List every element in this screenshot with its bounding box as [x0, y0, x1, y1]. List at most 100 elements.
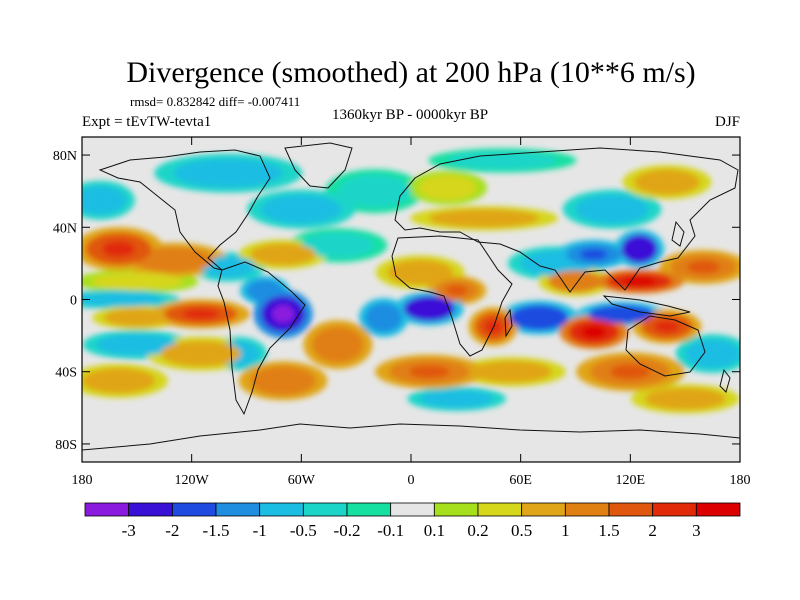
field-core [102, 240, 136, 258]
colorbar-swatch [652, 502, 697, 517]
y-tick-label: 0 [70, 294, 77, 309]
stats-text: rmsd= 0.832842 diff= -0.007411 [130, 94, 300, 109]
field-core [604, 309, 638, 319]
colorbar-label: 2 [648, 521, 657, 540]
field-anomaly [160, 341, 242, 367]
y-tick-label: 80N [53, 149, 77, 164]
map-plot-area [82, 137, 740, 462]
field-anomaly [633, 169, 700, 195]
field-anomaly [418, 174, 477, 201]
y-tick-label: 80S [55, 438, 77, 453]
colorbar-swatch [477, 502, 523, 517]
x-tick-label: 180 [72, 473, 93, 488]
field-anomaly [250, 366, 316, 396]
field-anomaly [429, 209, 539, 228]
colorbar-label: -1.5 [203, 521, 230, 540]
colorbar-swatch [521, 502, 566, 517]
field-core [580, 325, 607, 339]
field-core [445, 285, 468, 296]
map-axes: 180 120W 60W 0 60E 120E 180 80N 40N 0 40S 80S [53, 137, 751, 488]
colorbar-swatch [433, 502, 479, 517]
coastline-north-america [98, 149, 271, 271]
colorbar-label: -1 [253, 521, 267, 540]
field-anomaly [365, 303, 402, 332]
coastline-eurasia [394, 147, 739, 293]
coastline-south-america [217, 261, 306, 416]
colorbar-swatch [128, 502, 173, 517]
period-label: 1360kyr BP - 0000kyr BP [332, 107, 488, 123]
colorbar-swatch [215, 502, 261, 517]
field-anomaly [312, 326, 364, 363]
colorbar-label: 0.1 [424, 521, 445, 540]
field-anomaly [471, 360, 552, 383]
colorbar-swatch [390, 502, 435, 517]
colorbar-label: -0.1 [377, 521, 404, 540]
field-anomaly [246, 279, 284, 302]
coastline-antarctica [82, 423, 740, 451]
colorbar-label: -0.5 [290, 521, 317, 540]
field-anomaly [103, 308, 170, 327]
field-anomaly [387, 259, 454, 286]
field-core [580, 248, 608, 260]
y-tick-label: 40N [53, 221, 77, 236]
field-core [416, 302, 443, 315]
coastline-africa [391, 235, 513, 357]
colorbar-label: -0.2 [334, 521, 361, 540]
x-tick-label: 60W [288, 473, 316, 488]
field-anomaly [82, 368, 156, 394]
colorbar-label: 0.5 [511, 521, 532, 540]
field-anomaly [96, 333, 178, 356]
field-anomaly [133, 247, 214, 273]
field-anomaly [420, 389, 494, 408]
field-core [686, 260, 720, 274]
colorbar-swatch [608, 502, 654, 517]
field-core [524, 311, 554, 324]
colorbar-swatch [564, 502, 610, 517]
field-anomaly [644, 387, 726, 410]
field-anomaly [548, 270, 603, 293]
y-tick-label: 40S [55, 366, 77, 381]
colorbar-swatch [171, 502, 217, 517]
coastline-madagascar [504, 308, 513, 338]
colorbar-label: -3 [122, 521, 136, 540]
chart-title: Divergence (smoothed) at 200 hPa (10**6 … [126, 56, 695, 89]
colorbar-swatch [302, 502, 348, 517]
coastline-australia [625, 315, 706, 377]
field-core [272, 304, 295, 323]
field-anomaly [91, 272, 183, 291]
colorbar-label: 1.5 [598, 521, 619, 540]
colorbar-label: 1 [561, 521, 570, 540]
field-anomaly [261, 194, 342, 224]
field-core [409, 365, 450, 379]
field-anomaly [575, 194, 649, 224]
field-core [610, 364, 651, 379]
coastline-japan [671, 220, 685, 247]
x-tick-label: 180 [730, 473, 751, 488]
field-anomaly [82, 185, 126, 215]
field-core [654, 320, 680, 333]
field-core [182, 308, 220, 320]
coastlines [82, 142, 740, 451]
field-anomaly [337, 174, 412, 208]
colorbar-label: 3 [692, 521, 701, 540]
colorbar-swatch [346, 502, 392, 517]
coastline-new-zealand [719, 368, 731, 393]
field-anomaly [301, 232, 375, 258]
field-anomaly [173, 158, 284, 188]
experiment-label: Expt = tEvTW-tevta1 [82, 114, 211, 130]
x-tick-label: 120E [616, 473, 646, 488]
field-anomaly [685, 339, 740, 369]
colorbar-swatch [259, 502, 304, 517]
season-label: DJF [715, 114, 740, 130]
coastline-greenland [284, 142, 353, 189]
field-anomaly [82, 292, 165, 307]
x-tick-label: 120W [175, 473, 210, 488]
field-core [630, 241, 649, 257]
x-tick-label: 0 [408, 473, 415, 488]
colorbar-label: -2 [165, 521, 179, 540]
colorbar-label: 0.2 [467, 521, 488, 540]
colorbar: -3 -2 -1.5 -1 -0.5 -0.2 -0.1 0.1 0.2 0.5 1 1.5 2 3 [84, 502, 741, 540]
colorbar-swatch [695, 502, 741, 517]
field-anomaly [447, 151, 558, 170]
